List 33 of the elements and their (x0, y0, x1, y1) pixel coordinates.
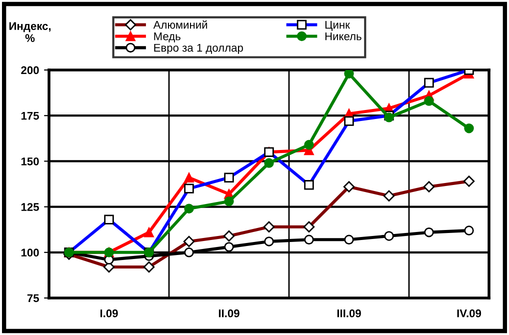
point (344, 234, 354, 244)
legend-label: Медь (154, 32, 180, 42)
x-tick-label: IV.09 (457, 309, 482, 318)
point (464, 226, 474, 236)
point (224, 242, 234, 252)
point (304, 140, 314, 150)
point (264, 158, 274, 168)
y-tick-label: 200 (21, 66, 39, 74)
point (464, 124, 474, 134)
point (184, 204, 194, 214)
legend-label: Никель (325, 32, 362, 40)
point (384, 231, 394, 241)
y-axis-title: Индекс, % (9, 22, 51, 42)
legend-label: Цинк (325, 21, 350, 31)
legend-label: Алюминий (153, 20, 208, 29)
point (344, 70, 354, 79)
y-tick-label: 150 (21, 157, 39, 166)
x-tick-label: II.09 (218, 309, 240, 318)
y-tick-label: 100 (21, 248, 39, 257)
point (184, 248, 194, 258)
point (424, 96, 434, 106)
y-tick-label: 175 (21, 112, 39, 120)
point (424, 227, 434, 238)
legend-label: Евро за 1 доллар (154, 44, 243, 54)
point (264, 236, 274, 246)
point (224, 196, 234, 206)
y-tick-label: 75 (27, 294, 39, 302)
point (144, 227, 154, 238)
point (184, 172, 194, 182)
y-tick-label: 125 (21, 203, 39, 211)
point (304, 234, 314, 244)
x-tick-label: III.09 (337, 309, 361, 318)
x-tick-label: I.09 (100, 309, 118, 318)
